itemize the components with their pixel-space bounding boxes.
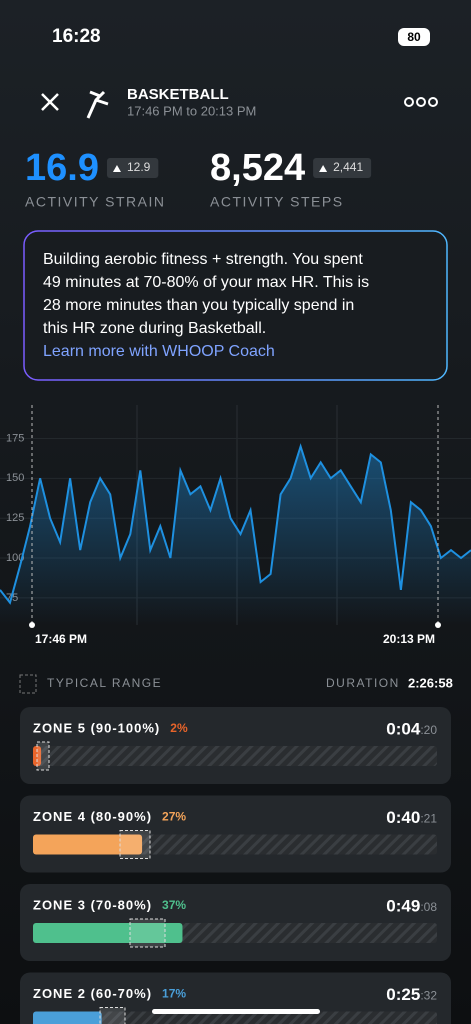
zone-title: ZONE 3 (70-80%) — [33, 897, 152, 912]
zone-bar — [33, 923, 183, 943]
metric-value: 16.9 — [25, 147, 99, 189]
insight-text: this HR zone during Basketball. — [43, 320, 266, 337]
zone-bar — [33, 834, 143, 855]
typical-range — [129, 918, 166, 948]
y-tick-label: 125 — [6, 512, 24, 524]
typical-range — [99, 1007, 126, 1024]
insight-text: Building aerobic fitness + strength. You… — [43, 251, 363, 268]
up-arrow — [112, 165, 121, 172]
activity-title: BASKETBALL — [127, 86, 229, 103]
close-button[interactable] — [41, 93, 59, 111]
x-label: 20:13 PM — [383, 632, 435, 646]
metric-label: ACTIVITY STEPS — [210, 194, 344, 210]
zone-seconds: :20 — [420, 723, 437, 737]
y-tick-label: 175 — [6, 432, 24, 444]
zone-percent: 37% — [162, 898, 186, 912]
duration-label: DURATION — [326, 676, 400, 690]
zone-time: 0:49 — [386, 896, 420, 915]
typical-range-label: TYPICAL RANGE — [47, 676, 162, 690]
metric-value: 8,524 — [210, 147, 305, 189]
zone-seconds: :21 — [420, 812, 437, 826]
home-indicator — [152, 1009, 320, 1014]
zone-percent: 27% — [162, 810, 186, 824]
zone-track — [33, 746, 437, 766]
hr-line — [0, 443, 471, 605]
activity-time: 17:46 PM to 20:13 PM — [127, 103, 256, 118]
typical-range — [119, 830, 151, 859]
zones: ZONE 5 (90-100%) 2% :200:04 ZONE 4 (80-90%)… — [20, 707, 451, 1024]
insight-text: 28 more minutes than you typically spend… — [43, 297, 354, 314]
zone-seconds: :08 — [420, 900, 437, 914]
metric-delta: 2,441 — [333, 160, 363, 174]
zone-percent: 17% — [162, 987, 186, 1001]
y-tick-label: 150 — [6, 472, 24, 484]
zone-percent: 2% — [170, 721, 188, 735]
zone-track — [33, 1011, 437, 1024]
zone-seconds: :32 — [420, 989, 437, 1003]
zone-title: ZONE 5 (90-100%) — [33, 720, 160, 735]
zone-card — [20, 972, 451, 1024]
typical-range-icon — [19, 674, 37, 694]
duration: 2:26:58 — [408, 675, 453, 690]
zone-bar — [33, 1011, 102, 1024]
insight-card — [23, 230, 448, 381]
more-button[interactable] — [404, 97, 438, 107]
delta-badge — [106, 158, 159, 178]
time-dot — [435, 622, 441, 628]
zone-time: 0:40 — [386, 808, 420, 827]
sport-icon — [86, 90, 109, 119]
time-dot — [29, 622, 35, 628]
coach-link[interactable]: Learn more with WHOOP Coach — [43, 343, 275, 360]
clock: 16:28 — [52, 26, 101, 47]
zone-title: ZONE 4 (80-90%) — [33, 809, 152, 824]
up-arrow — [319, 165, 328, 172]
x-label: 17:46 PM — [35, 632, 87, 646]
metric-delta: 12.9 — [127, 160, 151, 174]
battery — [398, 28, 430, 46]
zone-time: 0:25 — [386, 985, 420, 1004]
metric-label: ACTIVITY STRAIN — [25, 194, 165, 210]
zone-title: ZONE 2 (60-70%) — [33, 986, 152, 1001]
delta-badge — [313, 158, 372, 178]
insight-text: 49 minutes at 70-80% of your max HR. Thi… — [43, 274, 369, 291]
battery-level: 80 — [407, 30, 421, 44]
typical-range — [36, 741, 50, 771]
zone-time: 0:04 — [386, 719, 421, 738]
y-tick-label: 100 — [6, 552, 24, 564]
